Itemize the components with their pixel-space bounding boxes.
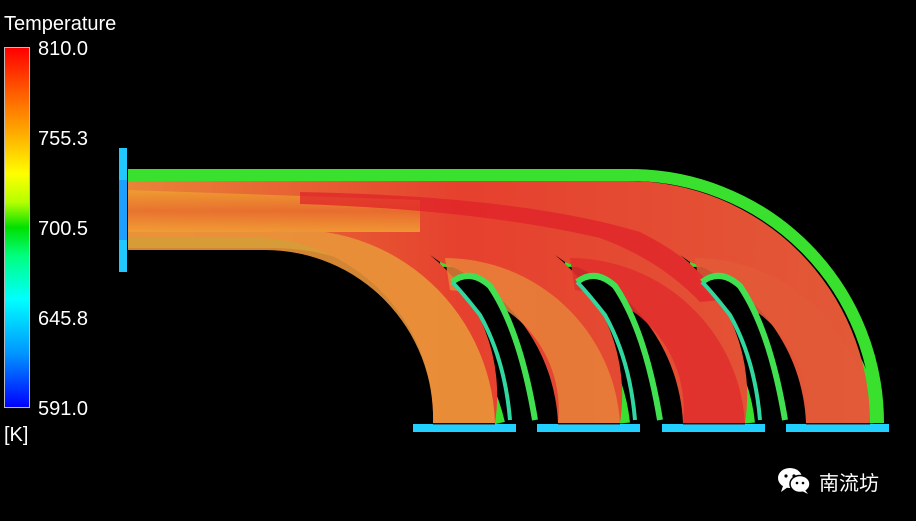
watermark-text: 南流坊 [819, 470, 879, 495]
outlet-flanges [413, 423, 889, 432]
island-walls [450, 273, 788, 421]
temperature-colorbar [4, 47, 30, 408]
legend-tick-upper: 755.3 [38, 128, 89, 150]
legend-tick-max: 810.0 [38, 38, 89, 60]
inlet-flange [119, 148, 129, 272]
branch-gaps [452, 275, 785, 423]
legend-title: Temperature [4, 13, 117, 35]
wechat-icon [778, 468, 811, 494]
legend-tick-mid: 700.5 [38, 218, 89, 240]
legend-tick-lower: 645.8 [38, 308, 89, 330]
watermark: 南流坊 [777, 466, 879, 496]
legend-unit: [K] [4, 424, 29, 446]
legend-tick-min: 591.0 [38, 398, 89, 420]
